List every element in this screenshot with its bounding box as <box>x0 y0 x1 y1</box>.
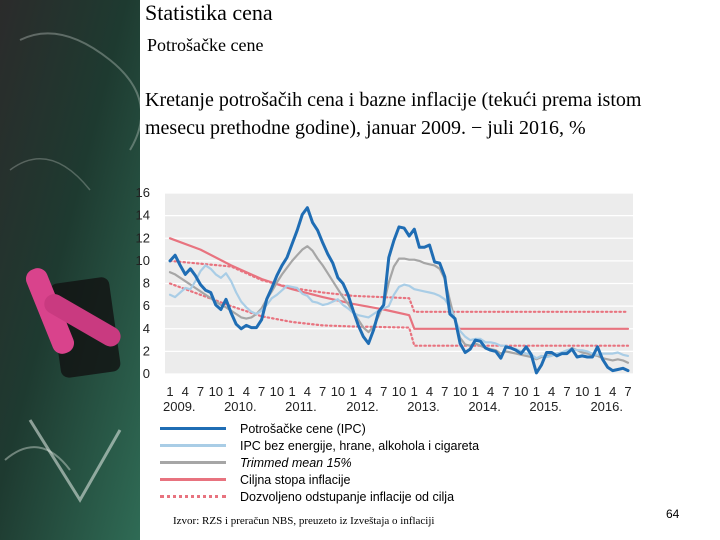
legend-swatch <box>160 444 226 447</box>
x-tick-month-label: 4 <box>182 384 189 399</box>
x-tick-month-label: 4 <box>365 384 372 399</box>
legend-label: Ciljna stopa inflacije <box>240 472 351 487</box>
legend-swatch <box>160 427 226 430</box>
legend-swatch <box>160 495 226 498</box>
x-tick-year-label: 2012. <box>346 399 379 414</box>
x-tick-month-label: 1 <box>411 384 418 399</box>
x-tick-month-label: 1 <box>350 384 357 399</box>
x-tick-month-label: 10 <box>331 384 345 399</box>
x-tick-month-label: 4 <box>609 384 616 399</box>
series-line-target <box>168 237 630 330</box>
legend-item-ipc: Potrošačke cene (IPC) <box>160 420 479 437</box>
slide-subheading: Potrošačke cene <box>147 35 264 55</box>
y-tick-label: 0 <box>143 366 150 381</box>
y-tick-label: 8 <box>143 276 150 291</box>
series-lines <box>168 206 630 375</box>
slide-heading: Statistika cena <box>145 0 273 25</box>
legend-swatch <box>160 461 226 464</box>
gridlines <box>165 192 633 375</box>
x-tick-month-label: 4 <box>243 384 250 399</box>
x-tick-month-label: 4 <box>426 384 433 399</box>
x-tick-year-label: 2009. <box>163 399 196 414</box>
legend-item-ipc-core: IPC bez energije, hrane, alkohola i ciga… <box>160 437 479 454</box>
y-tick-label: 16 <box>136 185 150 200</box>
y-tick-label: 10 <box>136 253 150 268</box>
x-tick-month-label: 10 <box>209 384 223 399</box>
series-line-ipc-core <box>168 264 630 360</box>
source-note: Izvor: RZS i preračun NBS, preuzeto iz I… <box>173 515 435 527</box>
series-line-ipc <box>168 206 630 375</box>
x-tick-month-label: 1 <box>289 384 296 399</box>
legend-item-tolerance: Dozvoljeno odstupanje inflacije od cilja <box>160 488 479 505</box>
y-axis-ticks: 0 2 4 6 8 10 12 14 16 <box>136 185 150 381</box>
x-tick-month-label: 7 <box>563 384 570 399</box>
legend-label: Trimmed mean 15% <box>240 455 352 470</box>
chalkboard-decoration <box>0 0 140 540</box>
x-tick-month-label: 10 <box>392 384 406 399</box>
x-tick-year-label: 2010. <box>224 399 257 414</box>
x-tick-month-label: 10 <box>575 384 589 399</box>
legend-label: IPC bez energije, hrane, alkohola i ciga… <box>240 438 480 453</box>
x-tick-month-label: 4 <box>487 384 494 399</box>
x-axis-ticks: 1 4 7 10 1 4 7 10 1 4 7 10 1 4 7 10 1 4 7 10 1 4 7 10 1 4 7 10 1 4 720… <box>163 384 632 414</box>
x-tick-month-label: 7 <box>441 384 448 399</box>
x-tick-month-label: 7 <box>258 384 265 399</box>
x-tick-year-label: 2013. <box>407 399 440 414</box>
x-tick-month-label: 7 <box>197 384 204 399</box>
x-tick-month-label: 1 <box>227 384 234 399</box>
y-tick-label: 2 <box>143 343 150 358</box>
legend-item-target: Ciljna stopa inflacije <box>160 471 479 488</box>
legend-label: Potrošačke cene (IPC) <box>240 421 366 436</box>
x-tick-month-label: 10 <box>453 384 467 399</box>
x-tick-month-label: 1 <box>533 384 540 399</box>
x-tick-month-label: 1 <box>594 384 601 399</box>
x-tick-year-label: 2011. <box>285 399 317 414</box>
x-tick-month-label: 7 <box>502 384 509 399</box>
x-tick-year-label: 2015. <box>529 399 562 414</box>
x-tick-month-label: 1 <box>166 384 173 399</box>
y-tick-label: 6 <box>143 298 150 313</box>
x-tick-month-label: 4 <box>304 384 311 399</box>
page-number: 64 <box>666 507 680 521</box>
legend-item-trimmed-mean: Trimmed mean 15% <box>160 454 479 471</box>
legend-swatch <box>160 478 226 481</box>
x-tick-month-label: 10 <box>514 384 528 399</box>
x-tick-month-label: 7 <box>380 384 387 399</box>
y-tick-label: 14 <box>136 208 150 223</box>
x-tick-year-label: 2014. <box>468 399 501 414</box>
series-line-tolerance-upper <box>168 259 630 313</box>
y-tick-label: 4 <box>143 321 150 336</box>
legend-label: Dozvoljeno odstupanje inflacije od cilja <box>240 489 455 504</box>
x-tick-month-label: 7 <box>319 384 326 399</box>
x-tick-month-label: 1 <box>472 384 479 399</box>
x-tick-month-label: 10 <box>270 384 284 399</box>
x-tick-month-label: 4 <box>548 384 555 399</box>
chart-title: Kretanje potrošačih cena i bazne inflaci… <box>145 89 642 139</box>
chart-legend: Potrošačke cene (IPC) IPC bez energije, … <box>160 420 479 505</box>
x-tick-month-label: 7 <box>624 384 631 399</box>
y-tick-label: 12 <box>136 230 150 245</box>
x-tick-year-label: 2016. <box>590 399 623 414</box>
